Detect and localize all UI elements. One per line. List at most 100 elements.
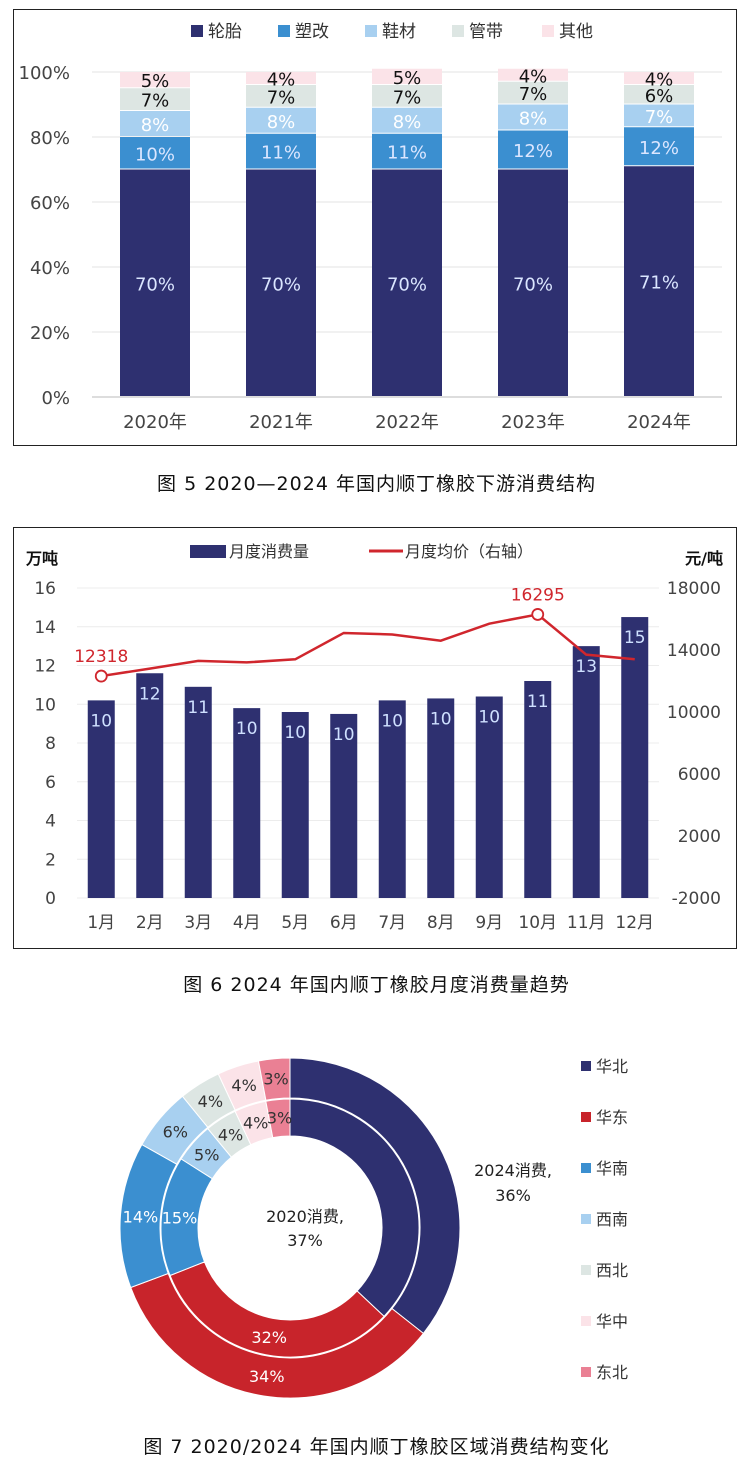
bar-line-chart: 0 2 4 6 8 10 12 14 16 -2000 2000 6000 10000 14000 1800… xyxy=(25,542,723,933)
data-label: 7% xyxy=(393,87,422,108)
data-label: 8% xyxy=(267,112,296,133)
data-label: 12% xyxy=(513,141,553,162)
x-tick-label: 4月 xyxy=(233,913,261,933)
bar-segment xyxy=(624,127,694,166)
inner-data-label: 32% xyxy=(251,1328,287,1347)
y-right-tick-label: 14000 xyxy=(667,641,721,661)
y-right-tick-label: 18000 xyxy=(667,579,721,599)
legend-label: 西北 xyxy=(596,1261,628,1280)
legend-swatch xyxy=(191,25,203,37)
data-label: 4% xyxy=(267,70,296,91)
price-line xyxy=(101,613,635,678)
data-label: 4% xyxy=(645,70,674,91)
bar-data-label: 10 xyxy=(90,711,112,731)
x-tick-label: 3月 xyxy=(184,913,212,933)
legend-swatch xyxy=(581,1112,591,1122)
x-tick-label: 2022年 xyxy=(375,412,439,433)
outer-data-label: 3% xyxy=(263,1070,288,1089)
data-label: 70% xyxy=(387,274,427,295)
legend-swatch xyxy=(278,25,290,37)
line-marker xyxy=(531,608,545,621)
stacked-bar-chart: 0%20%40%60%80%100%轮胎 塑改 鞋材 管带 其他70%10%8%7%5%… xyxy=(19,22,722,433)
legend-label: 管带 xyxy=(469,22,503,42)
y-right-tick-label: 10000 xyxy=(667,703,721,723)
figure-7-caption: 图 7 2020/2024 年国内顺丁橡胶区域消费结构变化 xyxy=(143,1436,610,1458)
inner-data-label: 3% xyxy=(267,1108,292,1127)
legend-label: 华东 xyxy=(596,1108,628,1127)
bar-segment xyxy=(372,85,442,107)
outer-slice xyxy=(289,1057,461,1335)
y-left-axis-title: 万吨 xyxy=(25,549,58,568)
nested-donut-chart: 34%14%6%4%4% 3%32%15%5%4%4%3%2020消费,37%20… xyxy=(119,1057,628,1399)
legend-swatch xyxy=(190,545,226,558)
legend-swatch xyxy=(581,1316,591,1326)
data-label: 4% xyxy=(519,66,548,87)
outer-data-label: 6% xyxy=(163,1122,188,1141)
x-tick-label: 8月 xyxy=(427,913,455,933)
y-tick-label: 20% xyxy=(30,323,70,344)
inner-slice xyxy=(289,1098,420,1318)
y-left-tick-label: 4 xyxy=(45,812,56,832)
inner-data-label: 4% xyxy=(218,1125,243,1144)
data-label: 6% xyxy=(645,86,674,107)
bar-segment xyxy=(624,72,694,84)
bar-data-label: 15 xyxy=(624,628,646,648)
bar-segment xyxy=(246,133,316,169)
legend-swatch xyxy=(542,25,554,37)
bar-segment xyxy=(498,104,568,130)
x-tick-label: 7月 xyxy=(378,913,406,933)
bar-segment xyxy=(120,88,190,110)
data-label: 70% xyxy=(135,274,175,295)
outer-data-label: 34% xyxy=(249,1367,285,1386)
outer-slice xyxy=(257,1057,291,1101)
bar-segment xyxy=(246,169,316,396)
data-label: 71% xyxy=(639,273,679,294)
legend-label: 东北 xyxy=(596,1363,628,1382)
bar-data-label: 10 xyxy=(333,725,355,745)
legend-label: 月度均价（右轴） xyxy=(405,542,533,561)
figure-7-panel: 34% 14% 6% 4% 4% 3% 32% 15% 5% 4% 4% 3% 2020消费, 37% 20… xyxy=(100,1026,652,1410)
bar-data-label: 10 xyxy=(430,709,452,729)
x-tick-label: 2月 xyxy=(136,913,164,933)
legend-swatch xyxy=(581,1214,591,1224)
bar xyxy=(184,686,212,898)
bar-segment xyxy=(246,107,316,133)
inner-slice xyxy=(265,1098,291,1139)
bar-segment xyxy=(498,169,568,396)
data-label: 8% xyxy=(393,112,422,133)
bar xyxy=(281,712,309,898)
bar xyxy=(136,673,164,898)
bar-segment xyxy=(624,166,694,396)
bar-segment xyxy=(498,130,568,169)
data-label: 7% xyxy=(645,107,674,128)
bar-segment xyxy=(120,111,190,136)
data-label: 8% xyxy=(141,115,170,136)
x-tick-label: 2021年 xyxy=(249,412,313,433)
x-tick-label: 12月 xyxy=(615,913,654,933)
y-right-axis-title: 元/吨 xyxy=(685,549,723,568)
y-tick-label: 60% xyxy=(30,193,70,214)
x-tick-label: 11月 xyxy=(567,913,606,933)
legend-swatch xyxy=(581,1367,591,1377)
x-tick-label: 6月 xyxy=(330,913,358,933)
legend-label: 轮胎 xyxy=(208,22,242,42)
bar xyxy=(524,681,552,898)
y-tick-label: 0% xyxy=(41,388,70,409)
bar-segment xyxy=(246,72,316,84)
bar-data-label: 11 xyxy=(527,692,549,712)
legend-label: 西南 xyxy=(596,1210,628,1229)
bar xyxy=(330,713,358,898)
data-label: 11% xyxy=(387,143,427,164)
bar-data-label: 10 xyxy=(478,708,500,728)
bar xyxy=(475,696,503,898)
legend-swatch xyxy=(581,1163,591,1173)
legend-label: 月度消费量 xyxy=(229,542,309,561)
bar xyxy=(621,617,649,898)
outer-slice xyxy=(130,1272,425,1399)
x-tick-label: 9月 xyxy=(475,913,503,933)
x-tick-label: 1月 xyxy=(87,913,115,933)
legend-swatch xyxy=(452,25,464,37)
y-left-tick-label: 2 xyxy=(45,850,56,870)
figure-5-frame: 0% 20% 40% 60% 80% 100% 轮胎 塑改 鞋材 管带 其他 70% 10% 8% 7% 5%… xyxy=(13,9,737,446)
bar-data-label: 10 xyxy=(381,711,403,731)
